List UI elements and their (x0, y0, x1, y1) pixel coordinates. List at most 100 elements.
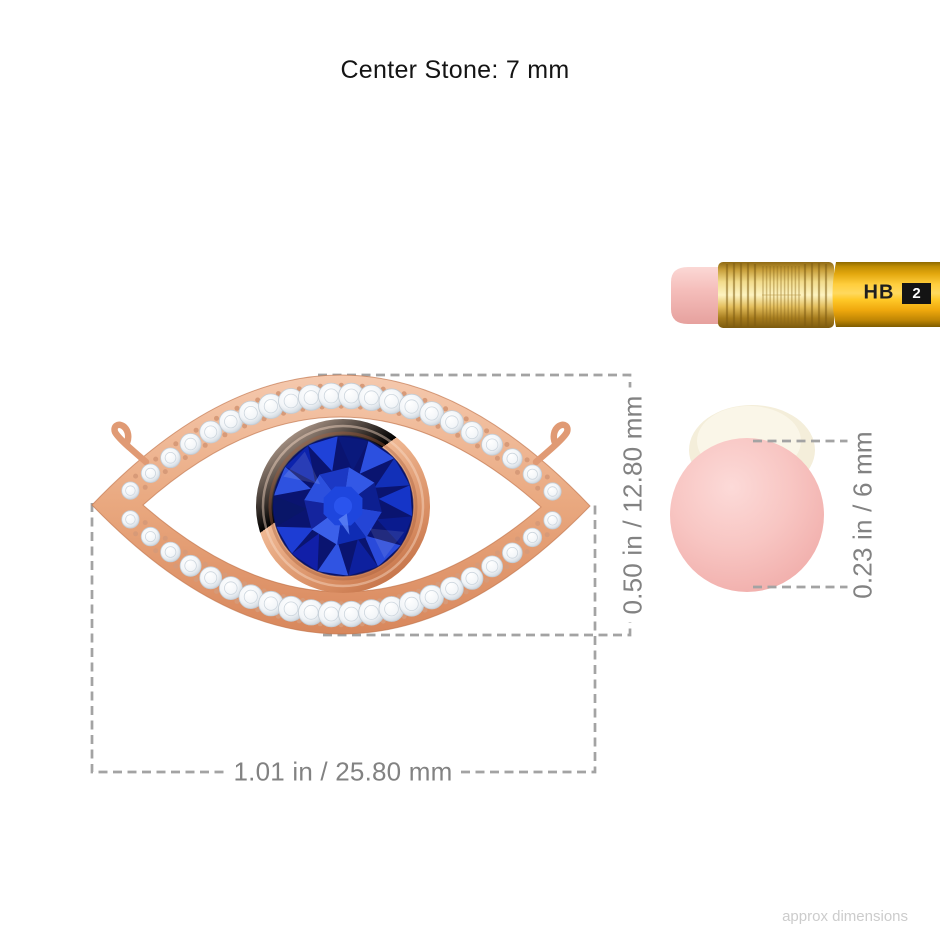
center-stone-sapphire (272, 435, 414, 577)
diamond-accent (140, 463, 161, 484)
prong-dot (422, 607, 428, 613)
diamond-facet-ring (404, 596, 419, 612)
prong-dot (504, 442, 510, 447)
prong-dot (494, 455, 500, 461)
eraser-dimension-lines (753, 439, 848, 589)
prong-dot (222, 572, 228, 578)
diamond-facet-ring (204, 571, 218, 585)
approx-dimensions-note: approx dimensions (782, 908, 908, 925)
prong-dot (202, 561, 208, 567)
diamond-accent (522, 527, 543, 548)
diamond-facet-ring (224, 581, 238, 595)
prong-dot (234, 405, 240, 411)
diamond-facet-ring (303, 390, 319, 406)
ferrule-ridges (725, 263, 828, 327)
prong-dot (422, 397, 428, 403)
diamond-accent (439, 410, 464, 435)
diamond-facet-ring (526, 468, 538, 480)
diamond-facet-ring (125, 514, 136, 525)
diamond-accent (460, 567, 484, 590)
prong-dot (475, 562, 481, 568)
prong-dot (173, 563, 179, 569)
diamond-facet-ring (384, 601, 399, 617)
diamond-facet-ring (343, 606, 359, 622)
diamond-accent (121, 481, 140, 500)
center-stone-size-label: Center Stone: 7 mm (340, 56, 570, 84)
diamond-facet-ring (283, 601, 299, 617)
diamond-halo (121, 382, 562, 628)
prong-dot (484, 428, 490, 434)
prong-dot (242, 423, 248, 429)
prong-dot (435, 423, 441, 429)
diamond-accent (199, 566, 223, 590)
prong-dot (133, 531, 139, 537)
prong-dot (142, 484, 148, 490)
bezel-lip-shadow (268, 431, 418, 581)
eraser-end-view (670, 405, 824, 592)
prong-dot (455, 573, 461, 578)
diamond-accent (199, 420, 223, 444)
diamond-facet-ring (465, 426, 479, 440)
prong-dot (255, 607, 261, 613)
prong-dot (133, 473, 139, 479)
eraser-diameter-label: 0.23 in / 6 mm (847, 423, 879, 607)
prong-dot (275, 613, 281, 619)
diamond-facet-ring (224, 414, 238, 429)
prong-dot (214, 588, 219, 594)
prong-dot (443, 406, 449, 412)
prong-dot (504, 564, 510, 570)
diamond-accent (501, 448, 523, 469)
prong-dot (193, 427, 199, 433)
prong-dot (255, 397, 261, 403)
bail-right (532, 421, 571, 466)
diamond-facet-ring (485, 438, 499, 451)
diamond-facet-ring (424, 590, 439, 605)
diamond-facet-ring (363, 390, 379, 406)
prong-dot (162, 535, 168, 541)
pencil-body (832, 262, 940, 327)
prong-dot (535, 485, 541, 491)
diamond-facet-ring (547, 486, 558, 497)
diamond-facet-ring (445, 415, 459, 429)
diamond-accent (140, 526, 161, 547)
diamond-facet-ring (144, 467, 156, 479)
diamond-facet-ring (506, 452, 519, 465)
prong-dot (182, 455, 188, 461)
diamond-facet-ring (465, 571, 479, 585)
prong-dot (401, 614, 407, 619)
diamond-facet-ring (526, 531, 538, 543)
diamond-accent (121, 510, 140, 529)
prong-dot (484, 577, 490, 583)
diamond-facet-ring (547, 515, 558, 526)
diamond-facet-ring (506, 546, 519, 559)
diamond-facet-ring (164, 451, 177, 464)
pendant-width-label: 1.01 in / 25.80 mm (225, 756, 461, 788)
prong-dot (202, 442, 208, 448)
prong-dot (455, 432, 461, 438)
prong-dot (173, 441, 179, 447)
prong-dot (495, 550, 500, 556)
prong-dot (222, 432, 228, 438)
pencil-eraser-tip (671, 267, 724, 324)
diamond-accent (179, 554, 202, 577)
diamond-facet-ring (243, 589, 258, 604)
diamond-facet-ring (243, 405, 258, 420)
diamond-facet-ring (303, 604, 319, 620)
diamond-facet-ring (125, 485, 136, 496)
pendant-illustration (91, 374, 591, 635)
prong-dot (535, 521, 541, 526)
prong-dot (544, 474, 550, 480)
prong-dot (162, 469, 168, 475)
diamond-facet-ring (283, 393, 299, 409)
prong-dot (524, 457, 530, 463)
diamond-facet-ring (184, 559, 197, 573)
prong-dot (515, 469, 520, 475)
prong-dot (524, 549, 530, 555)
prong-dot (435, 581, 441, 587)
prong-dot (443, 599, 449, 605)
diamond-accent (481, 555, 504, 578)
diamond-facet-ring (485, 560, 499, 573)
prong-dot (234, 598, 240, 604)
